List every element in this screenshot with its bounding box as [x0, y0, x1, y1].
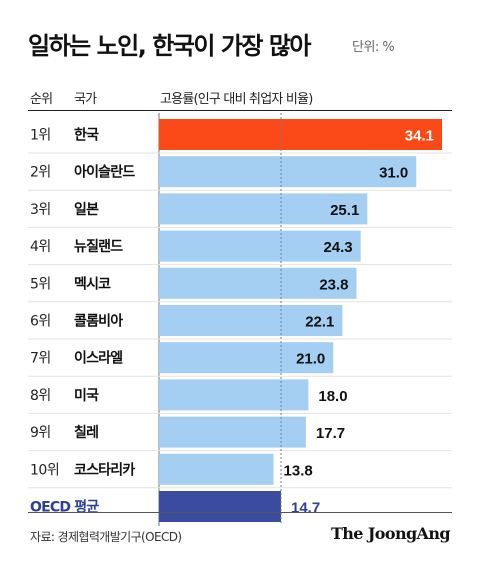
country-label: 이스라엘	[74, 350, 123, 367]
bar-6	[159, 305, 343, 336]
value-label: 18.0	[318, 388, 347, 405]
publisher-logo: The JoongAng	[330, 524, 451, 543]
country-label: 뉴질랜드	[74, 238, 123, 255]
rank-label: 3위	[30, 202, 51, 218]
bar-10	[159, 453, 274, 485]
footer-divider	[28, 512, 452, 513]
value-label: 22.1	[305, 314, 334, 331]
country-label: 칠레	[74, 424, 98, 441]
bar-11	[159, 491, 281, 522]
value-label: 24.3	[323, 239, 352, 256]
country-label: 한국	[74, 128, 99, 144]
value-label: 25.1	[330, 202, 359, 219]
bar-1	[159, 119, 442, 150]
rank-label: 7위	[30, 351, 51, 367]
country-label: 코스타리카	[74, 462, 135, 478]
rank-label: 9위	[30, 425, 51, 441]
bar-7	[159, 342, 334, 374]
value-label: 23.8	[319, 276, 348, 293]
value-label: 13.8	[284, 462, 313, 479]
bar-3	[159, 193, 368, 225]
bar-2	[159, 156, 417, 188]
bar-5	[159, 267, 357, 299]
value-label: 14.7	[291, 500, 320, 517]
rank-label: 8위	[30, 388, 51, 404]
unit-label: 단위: %	[352, 40, 395, 55]
column-header-rank: 순위	[30, 92, 53, 107]
column-header-country: 국가	[74, 92, 97, 107]
country-label: 미국	[74, 388, 99, 404]
source-note: 자료: 경제협력개발기구(OECD)	[30, 530, 182, 544]
column-header-metric: 고용률(인구 대비 취업자 비율)	[160, 92, 313, 107]
bar-9	[159, 416, 306, 448]
rank-label: 2위	[30, 165, 51, 181]
country-label: 콜롬비아	[74, 313, 123, 330]
country-label: 멕시코	[74, 275, 111, 292]
rank-label: 1위	[30, 128, 51, 144]
rank-label: 5위	[30, 276, 51, 292]
value-label: 21.0	[296, 351, 325, 368]
bar-8	[159, 379, 309, 411]
country-label: 일본	[74, 202, 99, 218]
rank-label: 4위	[30, 239, 51, 255]
bar-4	[159, 230, 361, 262]
country-label: OECD 평균	[30, 499, 99, 516]
value-label: 31.0	[379, 165, 408, 182]
rank-label: 10위	[30, 462, 59, 478]
rank-label: 6위	[30, 314, 51, 330]
chart-title: 일하는 노인, 한국이 가장 많아	[28, 32, 312, 60]
value-label: 17.7	[316, 425, 345, 442]
header-divider	[28, 110, 452, 111]
value-label: 34.1	[405, 128, 434, 145]
country-label: 아이슬란드	[74, 164, 135, 181]
